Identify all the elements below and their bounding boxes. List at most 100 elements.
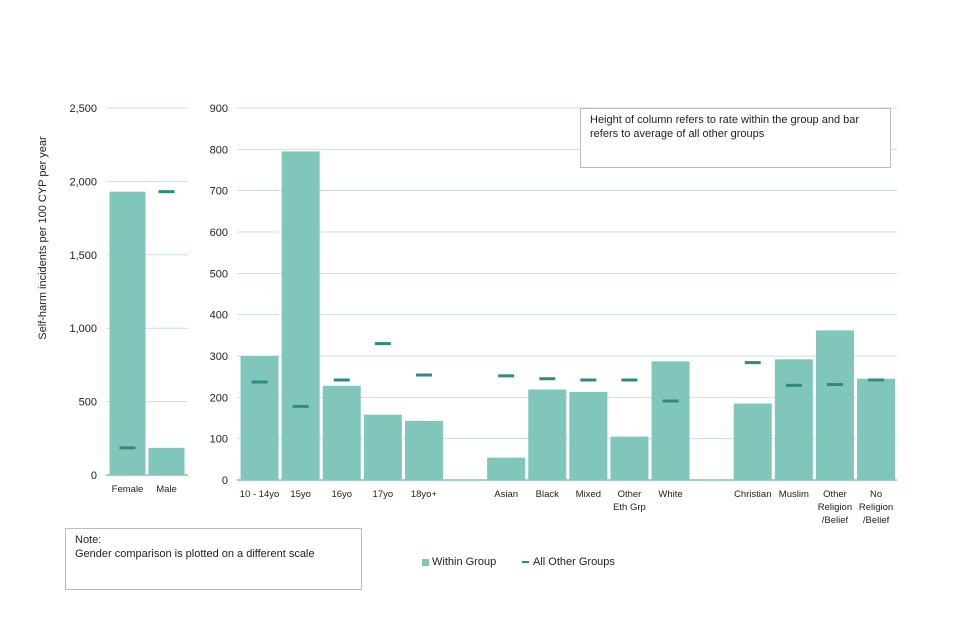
marker-all-other-groups bbox=[785, 383, 802, 387]
group-chart: 0 100 200 300 400 500 600 700 800 900 10 - 14yo 15y… bbox=[210, 103, 897, 526]
bar-within-group bbox=[281, 151, 320, 480]
x-category-label: Other Eth Grp bbox=[613, 489, 646, 513]
bar-within-group bbox=[148, 447, 185, 475]
note-text: Gender comparison is plotted on a differ… bbox=[75, 548, 315, 560]
x-category-label-line: Female bbox=[112, 484, 144, 495]
y-tick-label: 600 bbox=[210, 227, 228, 239]
x-category-label: No Religion/Belief bbox=[859, 489, 893, 526]
bar-within-group bbox=[109, 191, 146, 475]
marker-all-other-groups bbox=[826, 383, 843, 387]
bar-within-group bbox=[651, 361, 690, 480]
x-category-label-line: Religion bbox=[859, 502, 893, 513]
x-category-label: 16yo bbox=[331, 489, 352, 500]
bar-within-group bbox=[487, 457, 526, 480]
bar-within-group bbox=[322, 385, 361, 480]
x-category-label: Female bbox=[112, 484, 144, 495]
x-category-label-line: /Belief bbox=[822, 515, 849, 526]
y-tick-label: 1,500 bbox=[69, 250, 97, 262]
x-category-label-line: No bbox=[870, 489, 882, 500]
x-category-label: Black bbox=[536, 489, 559, 500]
y-tick-label: 2,000 bbox=[69, 176, 97, 188]
legend-label-all-other-groups: All Other Groups bbox=[533, 556, 615, 568]
y-tick-label: 300 bbox=[210, 351, 228, 363]
x-category-label-line: Black bbox=[536, 489, 559, 500]
legend-label-within-group: Within Group bbox=[432, 556, 497, 568]
x-category-label-line: 18yo+ bbox=[411, 489, 438, 500]
x-category-label: Asian bbox=[494, 489, 518, 500]
annotation-box: Height of column refers to rate within t… bbox=[580, 108, 891, 168]
bar-within-group bbox=[569, 391, 608, 480]
x-category-label: 15yo bbox=[290, 489, 311, 500]
y-tick-label: 800 bbox=[210, 144, 228, 156]
marker-all-other-groups bbox=[580, 378, 597, 382]
marker-all-other-groups bbox=[621, 378, 638, 382]
note-box: Note: Gender comparison is plotted on a … bbox=[65, 528, 362, 590]
x-category-label-line: Male bbox=[156, 484, 177, 495]
y-axis-label: Self-harm incidents per 100 CYP per year bbox=[37, 136, 49, 340]
marker-all-other-groups bbox=[158, 190, 175, 194]
y-tick-label: 0 bbox=[91, 470, 97, 482]
bar-within-group bbox=[240, 356, 279, 480]
x-category-label-line: Mixed bbox=[576, 489, 601, 500]
y-tick-label: 500 bbox=[210, 268, 228, 280]
bar-within-group bbox=[774, 359, 813, 480]
legend-item-within-group: Within Group bbox=[422, 556, 496, 568]
x-category-label: Christian bbox=[734, 489, 772, 500]
y-tick-label: 100 bbox=[210, 434, 228, 446]
y-tick-label: 700 bbox=[210, 186, 228, 198]
x-category-label: 17yo bbox=[373, 489, 394, 500]
x-category-label-line: 10 - 14yo bbox=[240, 489, 280, 500]
x-category-label: Male bbox=[156, 484, 177, 495]
x-category-label-line: White bbox=[658, 489, 682, 500]
y-tick-label: 1,000 bbox=[69, 323, 97, 335]
marker-all-other-groups bbox=[415, 373, 432, 377]
marker-all-other-groups bbox=[744, 361, 761, 365]
legend-item-all-other-groups: All Other Groups bbox=[522, 556, 615, 568]
marker-all-other-groups bbox=[374, 342, 391, 346]
x-category-label-line: Christian bbox=[734, 489, 772, 500]
x-category-label: Muslim bbox=[779, 489, 809, 500]
marker-all-other-groups bbox=[539, 377, 556, 381]
marker-all-other-groups bbox=[662, 399, 679, 403]
x-category-label-line: Other bbox=[618, 489, 642, 500]
bar-within-group bbox=[363, 414, 402, 480]
x-category-label-line: 17yo bbox=[373, 489, 394, 500]
y-tick-label: 900 bbox=[210, 103, 228, 115]
annotation-text: Height of column refers to rate within t… bbox=[590, 114, 860, 140]
x-category-label-line: 15yo bbox=[290, 489, 311, 500]
legend-dash-all-other-groups bbox=[522, 561, 529, 563]
y-tick-label: 200 bbox=[210, 392, 228, 404]
bar-within-group bbox=[610, 436, 649, 480]
bar-within-group bbox=[528, 389, 567, 480]
marker-all-other-groups bbox=[333, 378, 350, 382]
note-title: Note: bbox=[75, 534, 102, 546]
marker-all-other-groups bbox=[868, 378, 885, 382]
y-tick-label: 0 bbox=[222, 475, 228, 487]
x-category-label-line: 16yo bbox=[331, 489, 352, 500]
x-category-label: Other Religion/Belief bbox=[818, 489, 852, 526]
y-tick-label: 2,500 bbox=[69, 103, 97, 115]
bar-within-group bbox=[857, 378, 896, 480]
marker-all-other-groups bbox=[498, 374, 515, 378]
bar-within-group bbox=[404, 420, 443, 480]
x-category-label-line: Asian bbox=[494, 489, 518, 500]
x-category-label: 18yo+ bbox=[411, 489, 438, 500]
x-category-label-line: Religion bbox=[818, 502, 852, 513]
x-category-label: White bbox=[658, 489, 682, 500]
x-category-label-line: Eth Grp bbox=[613, 502, 646, 513]
marker-all-other-groups bbox=[119, 446, 136, 450]
x-category-label: Mixed bbox=[576, 489, 601, 500]
marker-all-other-groups bbox=[251, 380, 268, 384]
bar-within-group bbox=[733, 403, 772, 480]
x-category-label-line: /Belief bbox=[863, 515, 890, 526]
legend-swatch-within-group bbox=[422, 558, 429, 566]
x-category-label-line: Other bbox=[823, 489, 847, 500]
marker-all-other-groups bbox=[292, 404, 309, 408]
bar-within-group bbox=[815, 330, 854, 480]
y-tick-label: 500 bbox=[79, 397, 97, 409]
y-tick-label: 400 bbox=[210, 310, 228, 322]
x-category-label-line: Muslim bbox=[779, 489, 809, 500]
x-category-label: 10 - 14yo bbox=[240, 489, 280, 500]
gender-chart: 0 500 1,000 1,500 2,000 2,500 Female Male bbox=[69, 103, 188, 495]
